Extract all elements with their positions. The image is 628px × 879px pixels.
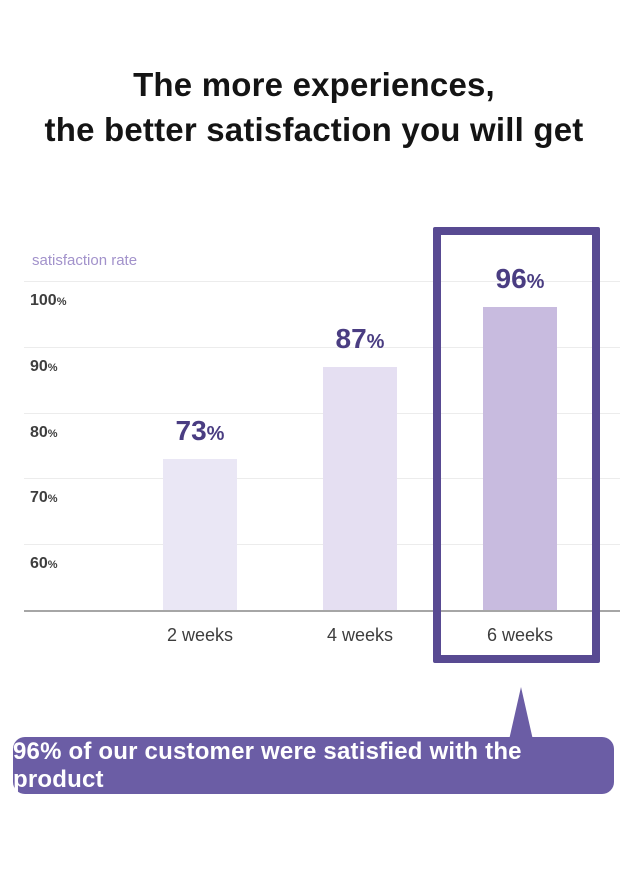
x-axis-category-label: 4 weeks bbox=[326, 625, 394, 645]
bar-value-label: 87% bbox=[335, 323, 385, 354]
gridline bbox=[24, 281, 620, 282]
bar-value-label: 96% bbox=[495, 263, 545, 294]
x-axis-category-label: 6 weeks bbox=[486, 625, 554, 645]
callout-text: 96% of our customer were satisfied with … bbox=[13, 737, 522, 793]
gridline bbox=[24, 544, 620, 545]
bar-6-weeks bbox=[483, 307, 557, 610]
bar-value-label: 73% bbox=[175, 415, 225, 446]
highlight-box-6-weeks bbox=[433, 227, 600, 663]
x-axis-category-label: 2 weeks bbox=[166, 625, 234, 645]
gridline bbox=[24, 347, 620, 348]
y-tick-label: 90% bbox=[30, 358, 58, 375]
satisfaction-bar-chart: satisfaction rate 100% 90% 80% 70% 60% 73% 87… bbox=[24, 227, 620, 663]
y-tick-label: 100% bbox=[30, 292, 67, 309]
gridline bbox=[24, 478, 620, 479]
page-title-line2: the better satisfaction you will get bbox=[44, 111, 584, 148]
bar-4-weeks bbox=[323, 367, 397, 610]
y-tick-label: 60% bbox=[30, 555, 58, 572]
chart-axis-title: satisfaction rate bbox=[32, 252, 138, 269]
gridline bbox=[24, 413, 620, 414]
callout-pointer-triangle bbox=[509, 687, 533, 740]
x-axis-line bbox=[24, 610, 620, 612]
y-tick-label: 70% bbox=[30, 489, 58, 506]
callout-banner: 96% of our customer were satisfied with … bbox=[13, 737, 614, 794]
bar-2-weeks bbox=[163, 459, 237, 610]
y-tick-label: 80% bbox=[30, 424, 58, 441]
page-title-line1: The more experiences, bbox=[133, 66, 495, 103]
page-title: The more experiences, the better satisfac… bbox=[0, 62, 628, 152]
